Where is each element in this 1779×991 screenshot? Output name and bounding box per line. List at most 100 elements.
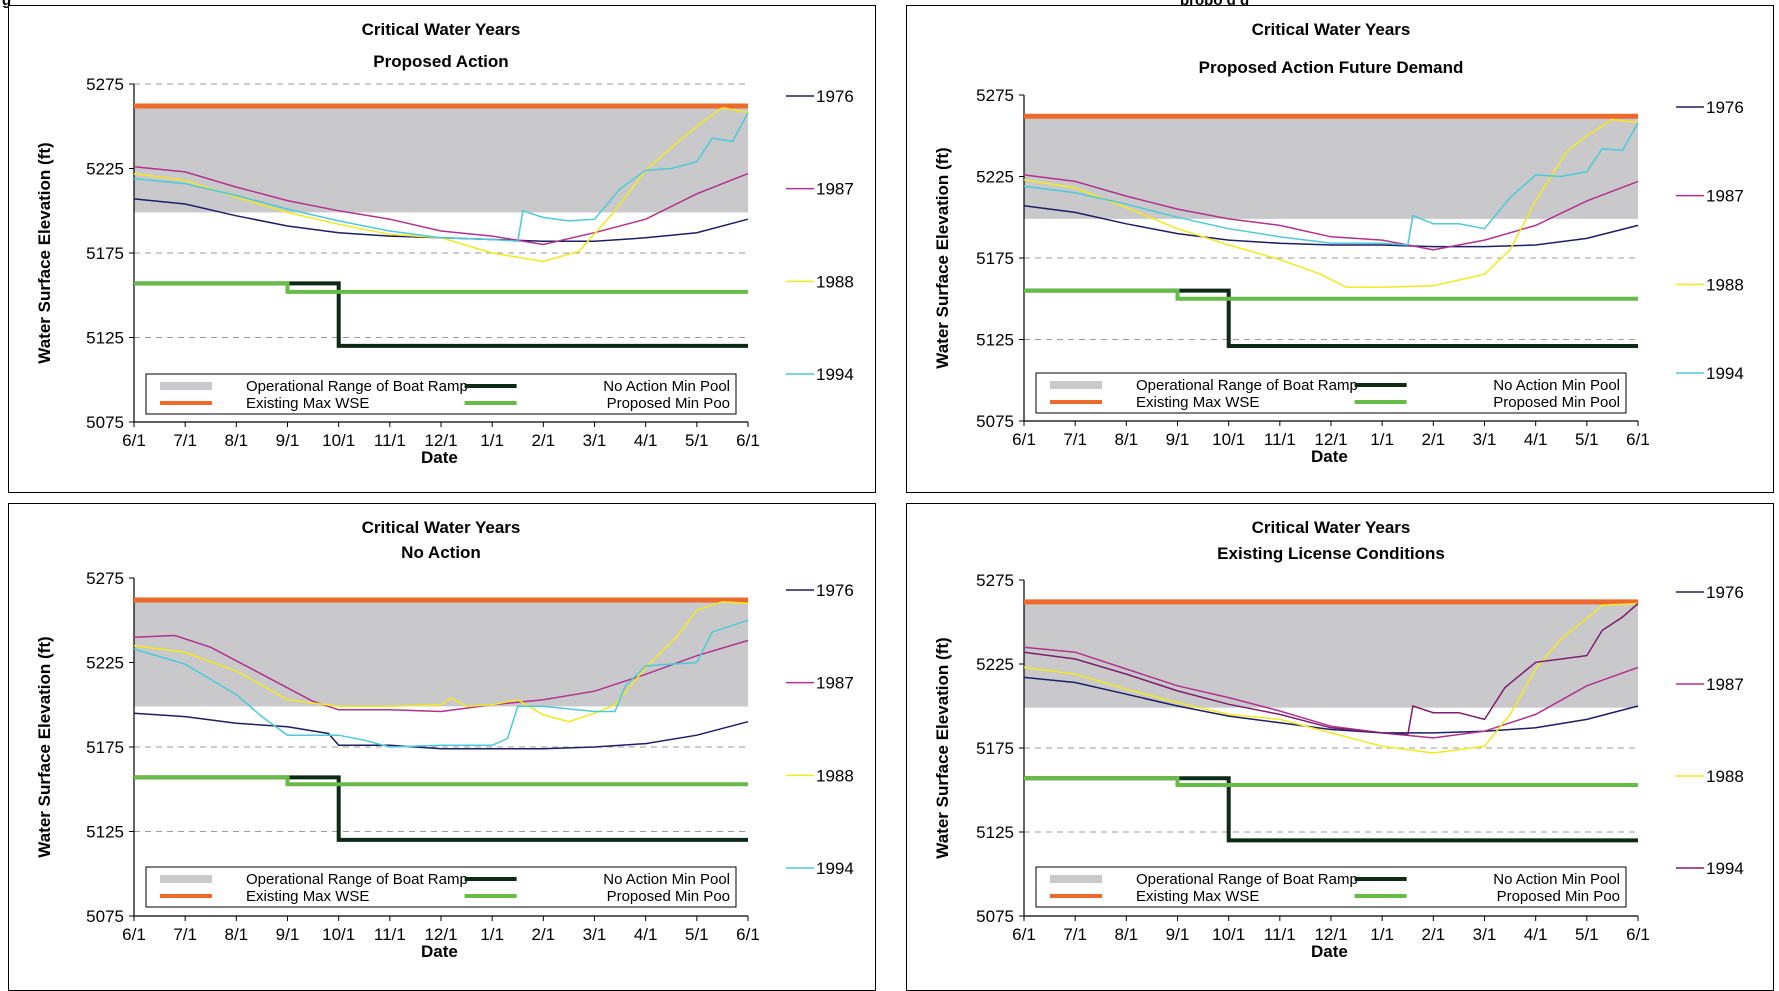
legend-text-4: Proposed Min Poo bbox=[607, 888, 730, 905]
x-tick-label: 12/1 bbox=[1314, 925, 1347, 944]
x-tick-label: 6/1 bbox=[1626, 430, 1650, 449]
x-tick-label: 7/1 bbox=[1063, 430, 1087, 449]
series-line-1994 bbox=[133, 619, 749, 748]
series-line-1987 bbox=[1023, 646, 1639, 739]
series-line-1976 bbox=[1023, 205, 1639, 248]
x-tick-label: 10/1 bbox=[1212, 925, 1245, 944]
x-tick-label: 5/1 bbox=[1575, 925, 1599, 944]
series-line-1988 bbox=[1023, 602, 1639, 754]
x-tick-label: 6/1 bbox=[736, 925, 760, 944]
legend-label-1994: 1994 bbox=[1706, 859, 1744, 878]
legend-text-1: Operational Range of Boat Ramp bbox=[246, 378, 468, 395]
y-tick-label: 5175 bbox=[86, 738, 124, 757]
x-tick-label: 2/1 bbox=[532, 431, 556, 450]
series-line-1976 bbox=[1023, 676, 1639, 734]
x-tick-label: 10/1 bbox=[1212, 430, 1245, 449]
y-tick-label: 5175 bbox=[976, 249, 1014, 268]
chart-subtitle: No Action bbox=[401, 543, 481, 562]
y-tick-label: 5275 bbox=[976, 571, 1014, 590]
x-tick-label: 11/1 bbox=[1264, 430, 1296, 449]
legend-text-2: Existing Max WSE bbox=[1136, 394, 1259, 411]
y-axis-label: Water Surface Elevation (ft) bbox=[35, 142, 54, 364]
series-line-1988 bbox=[133, 106, 749, 263]
legend-text-4: Proposed Min Poo bbox=[607, 395, 730, 412]
x-tick-label: 12/1 bbox=[424, 925, 457, 944]
legend-text-2: Existing Max WSE bbox=[1136, 888, 1259, 905]
chart-title: Critical Water Years bbox=[1251, 20, 1411, 39]
y-tick-label: 5175 bbox=[976, 739, 1014, 758]
x-tick-label: 10/1 bbox=[322, 431, 355, 450]
y-tick-label: 5275 bbox=[976, 86, 1014, 105]
legend-label-1987: 1987 bbox=[816, 180, 854, 199]
legend-text-3: No Action Min Pool bbox=[603, 871, 730, 888]
y-axis-label: Water Surface Elevation (ft) bbox=[35, 636, 54, 858]
x-tick-label: 12/1 bbox=[1314, 430, 1347, 449]
x-tick-label: 11/1 bbox=[374, 925, 406, 944]
legend-text-1: Operational Range of Boat Ramp bbox=[246, 871, 468, 888]
x-tick-label: 2/1 bbox=[1422, 925, 1446, 944]
chart-panel-3: 5075 5125 5175 5225 5275 6/1 7/1 8/1 9/1 10/1 11/1… bbox=[8, 503, 876, 991]
chart-panel-1: 5075 5125 5175 5225 5275 6/1 7/1 8/1 9/1 10/1 11/1… bbox=[8, 5, 876, 493]
x-tick-label: 10/1 bbox=[322, 925, 355, 944]
x-tick-label: 5/1 bbox=[685, 925, 709, 944]
x-tick-label: 3/1 bbox=[583, 431, 607, 450]
x-tick-label: 8/1 bbox=[225, 925, 249, 944]
y-tick-label: 5075 bbox=[86, 413, 124, 432]
y-axis-label: Water Surface Elevation (ft) bbox=[933, 147, 952, 369]
x-axis-label: Date bbox=[1311, 447, 1348, 466]
chart-title: Critical Water Years bbox=[361, 518, 521, 537]
x-tick-label: 3/1 bbox=[583, 925, 607, 944]
legend-label-1976: 1976 bbox=[816, 87, 854, 106]
legend-label-1987: 1987 bbox=[1706, 187, 1744, 206]
x-tick-label: 4/1 bbox=[1524, 430, 1548, 449]
x-tick-label: 7/1 bbox=[173, 431, 197, 450]
x-tick-label: 6/1 bbox=[1012, 925, 1036, 944]
legend-box bbox=[1035, 372, 1627, 414]
x-tick-label: 2/1 bbox=[1422, 430, 1446, 449]
series-line-1994 bbox=[1023, 602, 1639, 736]
x-tick-label: 6/1 bbox=[1012, 430, 1036, 449]
chart-svg: 5075 5125 5175 5225 5275 6/1 7/1 8/1 9/1 10/1 11/1… bbox=[976, 86, 1744, 449]
y-tick-label: 5075 bbox=[976, 412, 1014, 431]
series-line-1988 bbox=[133, 600, 749, 723]
legend-text-3: No Action Min Pool bbox=[603, 378, 730, 395]
series-line-1987 bbox=[1023, 174, 1639, 251]
legend-label-1988: 1988 bbox=[1706, 767, 1744, 786]
proposed-min-pool-line bbox=[1024, 288, 1638, 301]
x-tick-label: 6/1 bbox=[122, 925, 146, 944]
x-tick-label: 12/1 bbox=[424, 431, 457, 450]
x-tick-label: 4/1 bbox=[1524, 925, 1548, 944]
operational-range-band bbox=[1024, 601, 1638, 708]
y-tick-label: 5125 bbox=[976, 823, 1014, 842]
y-tick-label: 5125 bbox=[86, 823, 124, 842]
x-axis-label: Date bbox=[421, 448, 458, 467]
legend-text-3: No Action Min Pool bbox=[1493, 871, 1620, 888]
x-tick-label: 6/1 bbox=[1626, 925, 1650, 944]
series-line-1976 bbox=[133, 712, 749, 750]
no-action-min-pool-line bbox=[134, 775, 748, 842]
x-tick-label: 9/1 bbox=[1166, 430, 1190, 449]
legend-text-1: Operational Range of Boat Ramp bbox=[1136, 871, 1358, 888]
chart-panel-4: 5075 5125 5175 5225 5275 6/1 7/1 8/1 9/1 10/1 11/1… bbox=[906, 503, 1774, 991]
x-tick-label: 6/1 bbox=[122, 431, 146, 450]
x-tick-label: 4/1 bbox=[634, 925, 658, 944]
chart-subtitle: Existing License Conditions bbox=[1217, 544, 1445, 563]
x-tick-label: 9/1 bbox=[276, 431, 300, 450]
series-line-1988 bbox=[1023, 118, 1639, 289]
series-line-1994 bbox=[1023, 122, 1639, 246]
legend-label-1987: 1987 bbox=[816, 674, 854, 693]
chart-svg: 5075 5125 5175 5225 5275 6/1 7/1 8/1 9/1 10/1 11/1… bbox=[976, 571, 1744, 944]
x-tick-label: 7/1 bbox=[1063, 925, 1087, 944]
x-tick-label: 8/1 bbox=[1115, 925, 1139, 944]
chart-title: Critical Water Years bbox=[1251, 518, 1411, 537]
chart-subtitle: Proposed Action Future Demand bbox=[1198, 58, 1464, 77]
chart-panel-2: 5075 5125 5175 5225 5275 6/1 7/1 8/1 9/1 10/1 11/1… bbox=[906, 5, 1774, 493]
x-tick-label: 5/1 bbox=[1575, 430, 1599, 449]
legend-text-4: Proposed Min Pool bbox=[1493, 394, 1620, 411]
legend-box bbox=[1035, 866, 1627, 908]
legend-label-1994: 1994 bbox=[816, 365, 854, 384]
y-tick-label: 5175 bbox=[86, 244, 124, 263]
proposed-min-pool-line bbox=[134, 775, 748, 787]
x-axis-label: Date bbox=[421, 942, 458, 961]
legend-text-2: Existing Max WSE bbox=[246, 395, 369, 412]
